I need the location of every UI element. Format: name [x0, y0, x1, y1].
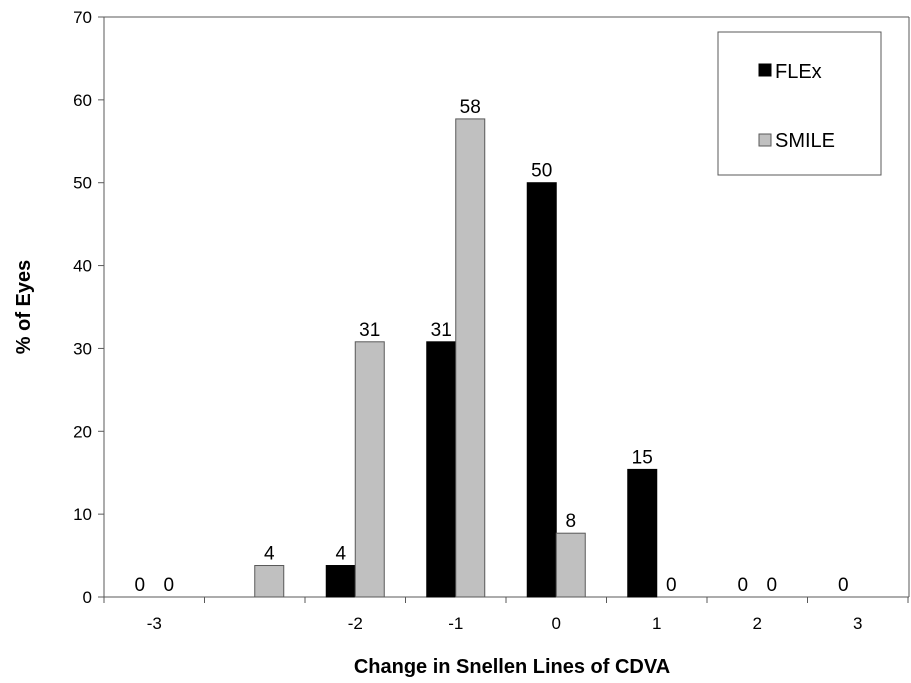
- y-tick-label: 0: [83, 588, 92, 607]
- data-label-smile: 0: [766, 575, 777, 596]
- y-tick-label: 60: [73, 91, 92, 110]
- data-label-flex: 0: [838, 575, 849, 596]
- data-label-smile: 4: [264, 544, 275, 565]
- y-tick-label: 70: [73, 8, 92, 27]
- x-tick-label: 1: [652, 614, 661, 633]
- data-label-flex: 50: [531, 161, 552, 182]
- legend-swatch-smile: [758, 133, 772, 147]
- data-label-flex: 0: [134, 575, 145, 596]
- y-tick-label: 10: [73, 505, 92, 524]
- y-tick-label: 40: [73, 257, 92, 276]
- bar-flex: [526, 182, 557, 598]
- data-label-smile: 0: [666, 575, 677, 596]
- bar-smile: [254, 565, 285, 598]
- x-tick-label: -3: [147, 614, 162, 633]
- x-tick-label: 3: [853, 614, 862, 633]
- data-label-smile: 8: [565, 511, 576, 532]
- y-tick-label: 30: [73, 339, 92, 358]
- data-label-smile: 0: [163, 575, 174, 596]
- x-tick-label: 0: [552, 614, 561, 633]
- y-tick-label: 50: [73, 174, 92, 193]
- legend: FLEx SMILE: [717, 31, 882, 176]
- legend-swatch-flex: [758, 63, 772, 77]
- data-label-flex: 0: [737, 575, 748, 596]
- bar-flex: [426, 341, 457, 598]
- legend-label-flex: FLEx: [775, 61, 822, 83]
- x-tick-label: -1: [448, 614, 463, 633]
- data-label-flex: 15: [632, 447, 653, 468]
- bar-smile: [354, 341, 385, 598]
- y-tick-label: 20: [73, 422, 92, 441]
- x-tick-label: 2: [753, 614, 762, 633]
- x-axis-title: Change in Snellen Lines of CDVA: [354, 656, 670, 678]
- legend-label-smile: SMILE: [775, 130, 835, 152]
- bar-flex: [627, 468, 658, 598]
- legend-box: [717, 31, 882, 176]
- bar-smile: [455, 118, 486, 598]
- bar-smile: [555, 532, 586, 598]
- bar-flex: [325, 565, 356, 598]
- data-label-smile: 58: [460, 97, 481, 118]
- data-label-flex: 4: [335, 544, 346, 565]
- data-label-smile: 31: [359, 320, 380, 341]
- data-label-flex: 31: [431, 320, 452, 341]
- x-tick-label: -2: [348, 614, 363, 633]
- y-axis-title: % of Eyes: [13, 260, 35, 354]
